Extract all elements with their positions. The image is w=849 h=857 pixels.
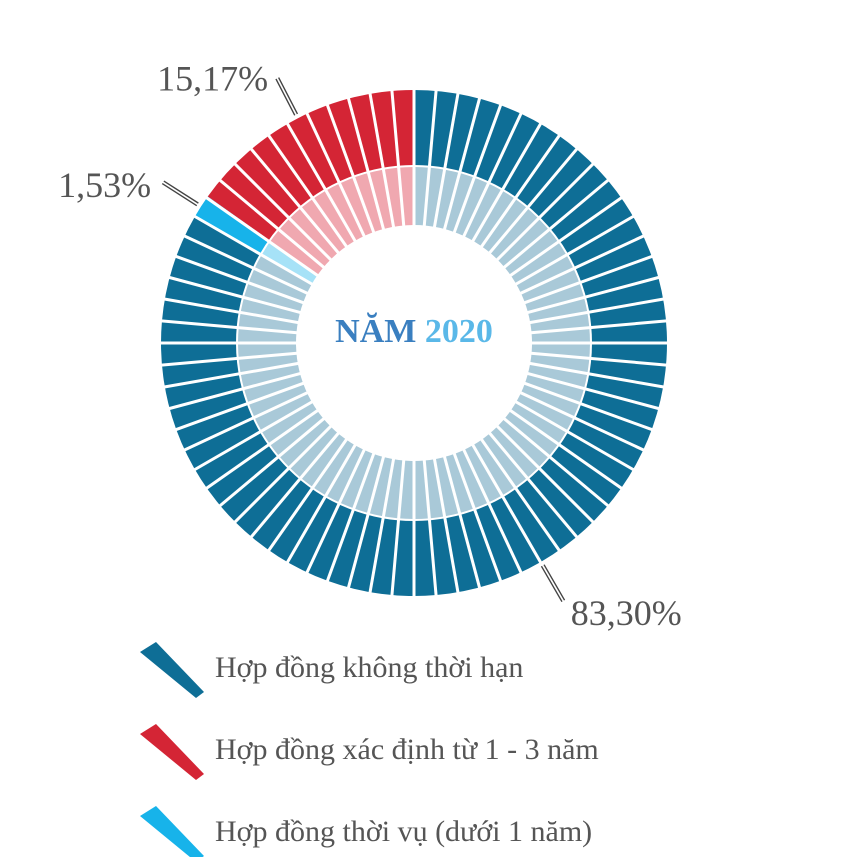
segment-gap [304,447,367,575]
segment-gap [204,195,320,278]
segment-gap [266,133,349,249]
segment-gap [479,133,562,249]
segment-gap [346,454,386,590]
segment-gap [285,442,358,565]
segment-gap [442,96,482,232]
segment-gap [527,361,666,389]
segment-gap [522,254,655,305]
segment-gap [525,371,661,411]
segment-gap [508,195,624,278]
segment-gap [487,146,580,256]
segment-gap [501,416,611,509]
value-label: 83,30% [571,593,682,633]
segment-gap [487,430,580,540]
segment-gap [390,458,406,598]
segment-gap [529,351,669,367]
value-label: 1,53% [58,165,151,205]
segment-gap [529,319,669,335]
segment-gap [217,177,327,270]
segment-gap [452,102,503,235]
segment-gap [390,88,406,228]
segment-gap [422,88,438,228]
segment-gap [527,297,666,325]
segment-gap [522,381,655,432]
leader-line [161,182,198,207]
segment-gap [159,319,299,335]
segment-gap [461,447,524,575]
legend-label: Hợp đồng xác định từ 1 - 3 năm [215,733,599,766]
segment-gap [304,111,367,239]
value-label: 15,17% [157,58,268,98]
segment-gap [470,121,543,244]
leader-line [543,564,566,601]
segment-gap [204,408,320,491]
segment-gap [232,423,334,525]
segment-gap [422,458,438,598]
segment-gap [494,161,596,263]
segment-gap [192,399,315,472]
segment-gap [248,430,341,540]
ring-gap [236,165,592,521]
segment-gap [232,161,334,263]
segment-gap [442,454,482,590]
segment-gap [162,361,301,389]
segment-gap [167,275,303,315]
segment-gap [368,456,396,595]
segment-gap [167,371,303,411]
segment-gap [518,233,646,296]
segment-gap [162,297,301,325]
segment-gap [285,121,358,244]
segment-gap [248,146,341,256]
segment-gap [182,233,310,296]
segment-gap [432,91,460,230]
segment-gap [518,390,646,453]
center-word: NĂM [335,312,416,350]
legend-label: Hợp đồng thời vụ (dưới 1 năm) [215,815,592,848]
segment-gap [461,111,524,239]
leader-line [163,180,199,204]
segment-gap [182,390,310,453]
leader-line [278,77,299,115]
segment-gap [494,423,596,525]
segment-gap [173,381,306,432]
center-year: 2020 [425,313,493,350]
segment-gap [479,437,562,553]
segment-gap [470,442,543,565]
segment-gap [508,408,624,491]
segment-gap [325,451,376,584]
slice-inner [260,240,318,285]
segment-gap [513,214,636,287]
segment-gap [217,416,327,509]
slice-outer [194,196,270,255]
segment-gap [325,102,376,235]
segment-gap [452,451,503,584]
leader-line [540,565,563,603]
segment-gap [159,351,299,367]
legend-swatch [140,642,204,698]
segment-gap [432,456,460,595]
legend-label: Hợp đồng không thời hạn [215,651,523,684]
segment-gap [368,91,396,230]
segment-gap [501,177,611,270]
segment-gap [513,399,636,472]
segment-gap [192,214,315,287]
segment-gap [173,254,306,305]
legend-swatch [140,724,204,780]
segment-gap [525,275,661,315]
leader-line [275,78,296,116]
donut-slice [194,196,318,285]
segment-gap [346,96,386,232]
legend-swatch [140,806,204,857]
segment-gap [266,437,349,553]
center-title: NĂM 2020 [335,312,493,350]
